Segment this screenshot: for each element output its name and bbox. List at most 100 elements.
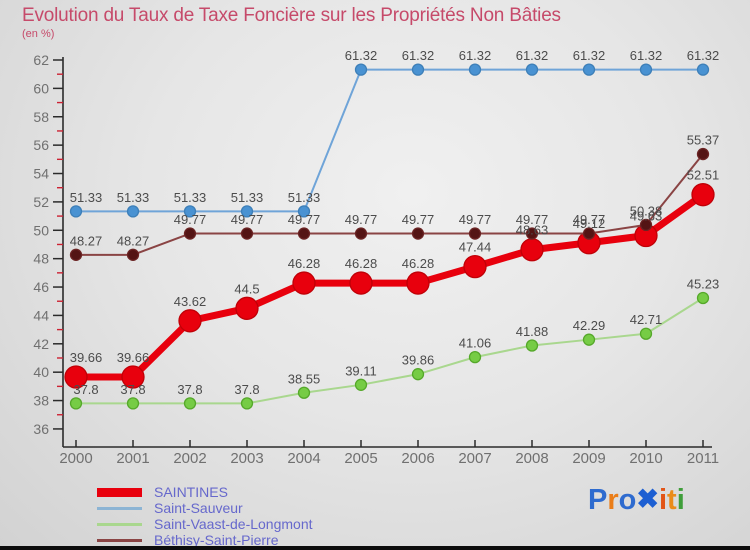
data-point bbox=[69, 248, 83, 261]
data-point bbox=[126, 397, 140, 410]
data-point bbox=[178, 309, 202, 333]
data-point bbox=[183, 205, 197, 218]
data-point bbox=[468, 350, 482, 364]
value-label: 51.33 bbox=[174, 190, 207, 205]
value-label: 46.28 bbox=[402, 256, 435, 271]
legend-label: SAINTINES bbox=[154, 484, 228, 500]
value-label: 61.32 bbox=[630, 48, 663, 63]
x-tick-label: 2008 bbox=[515, 450, 548, 467]
value-label: 49.12 bbox=[573, 216, 606, 231]
data-point bbox=[696, 147, 710, 161]
x-tick-label: 2004 bbox=[287, 450, 320, 467]
value-label: 48.63 bbox=[516, 223, 549, 238]
data-point bbox=[354, 63, 368, 76]
value-label: 39.86 bbox=[402, 353, 435, 368]
data-point bbox=[582, 333, 596, 346]
data-point bbox=[235, 296, 259, 320]
y-tick-label: 62 bbox=[33, 52, 49, 68]
data-point bbox=[582, 227, 596, 240]
value-label: 49.77 bbox=[174, 212, 207, 227]
series-line bbox=[75, 153, 704, 256]
data-point bbox=[240, 397, 254, 410]
proxiti-logo: Pro✖iti bbox=[588, 484, 685, 517]
value-label: 39.11 bbox=[345, 363, 377, 378]
value-label: 49.77 bbox=[573, 212, 606, 227]
data-point bbox=[354, 378, 368, 391]
legend-swatch bbox=[97, 539, 142, 542]
series-line bbox=[75, 68, 704, 213]
value-label: 55.37 bbox=[687, 133, 720, 148]
x-tick-label: 2011 bbox=[687, 450, 719, 467]
value-label: 37.8 bbox=[73, 382, 98, 397]
chart-title: Evolution du Taux de Taxe Foncière sur l… bbox=[22, 5, 561, 26]
legend-swatch bbox=[97, 488, 142, 497]
value-label: 48.27 bbox=[117, 233, 150, 248]
data-point bbox=[639, 218, 653, 232]
data-point bbox=[525, 339, 539, 352]
data-point bbox=[696, 291, 710, 305]
value-label: 42.29 bbox=[573, 318, 606, 333]
value-label: 49.63 bbox=[630, 209, 663, 224]
value-label: 49.77 bbox=[288, 212, 321, 227]
data-point bbox=[696, 63, 710, 76]
y-tick-label: 48 bbox=[33, 251, 49, 267]
chart-subtitle: (en %) bbox=[22, 28, 55, 40]
data-point bbox=[639, 327, 653, 340]
series-saintines bbox=[64, 183, 715, 389]
y-tick-label: 40 bbox=[33, 364, 49, 380]
x-tick-label: 2009 bbox=[572, 450, 605, 467]
data-point bbox=[354, 227, 368, 240]
data-point bbox=[468, 227, 482, 240]
data-point bbox=[411, 368, 425, 381]
data-point bbox=[520, 238, 544, 262]
x-tick-label: 2005 bbox=[344, 450, 377, 467]
value-label: 51.33 bbox=[288, 190, 321, 205]
logo-letter: P bbox=[588, 484, 608, 516]
value-label: 43.62 bbox=[174, 294, 207, 309]
value-label: 50.38 bbox=[630, 203, 663, 218]
data-point bbox=[121, 365, 145, 389]
data-point bbox=[411, 63, 425, 76]
value-label: 46.28 bbox=[288, 256, 321, 271]
value-label: 49.77 bbox=[459, 212, 492, 227]
x-tick-label: 2002 bbox=[173, 450, 206, 467]
logo-letter: r bbox=[607, 484, 619, 516]
value-label: 46.28 bbox=[345, 256, 378, 271]
legend-item: SAINTINES bbox=[97, 485, 313, 500]
value-label: 51.33 bbox=[231, 190, 264, 205]
data-point bbox=[691, 183, 715, 207]
legend: SAINTINES Saint-Sauveur Saint-Vaast-de-Lon… bbox=[97, 485, 313, 549]
logo-letter: i bbox=[676, 484, 685, 516]
legend-item: Saint-Sauveur bbox=[97, 501, 313, 516]
logo-x-icon: ✖ bbox=[636, 484, 659, 514]
y-tick-label: 38 bbox=[33, 393, 49, 409]
data-point bbox=[126, 205, 140, 218]
data-point bbox=[183, 397, 197, 410]
x-tick-label: 2001 bbox=[116, 450, 149, 467]
x-tick-label: 2007 bbox=[458, 450, 491, 467]
y-tick-label: 36 bbox=[33, 421, 49, 437]
value-label: 37.8 bbox=[177, 382, 202, 397]
series-b-thisy-saint-pierre bbox=[69, 147, 710, 261]
y-tick-label: 44 bbox=[33, 307, 49, 323]
value-label: 52.51 bbox=[687, 168, 720, 183]
data-point bbox=[240, 205, 254, 218]
value-label: 45.23 bbox=[687, 276, 720, 291]
value-label: 39.66 bbox=[70, 350, 103, 365]
legend-item: Saint-Vaast-de-Longmont bbox=[97, 517, 313, 532]
series-saint-sauveur bbox=[69, 63, 710, 218]
y-tick-label: 56 bbox=[33, 137, 49, 153]
data-point bbox=[582, 63, 596, 76]
series-saint-vaast-de-longmont bbox=[69, 291, 710, 410]
legend-label: Saint-Sauveur bbox=[154, 500, 243, 516]
y-tick-label: 58 bbox=[33, 109, 49, 125]
value-label: 42.71 bbox=[630, 312, 663, 327]
series-line bbox=[75, 296, 704, 405]
data-point bbox=[525, 227, 539, 240]
data-point bbox=[292, 271, 316, 295]
legend-label: Saint-Vaast-de-Longmont bbox=[154, 516, 313, 532]
x-tick-label: 2006 bbox=[401, 450, 434, 467]
series-line bbox=[72, 191, 707, 381]
